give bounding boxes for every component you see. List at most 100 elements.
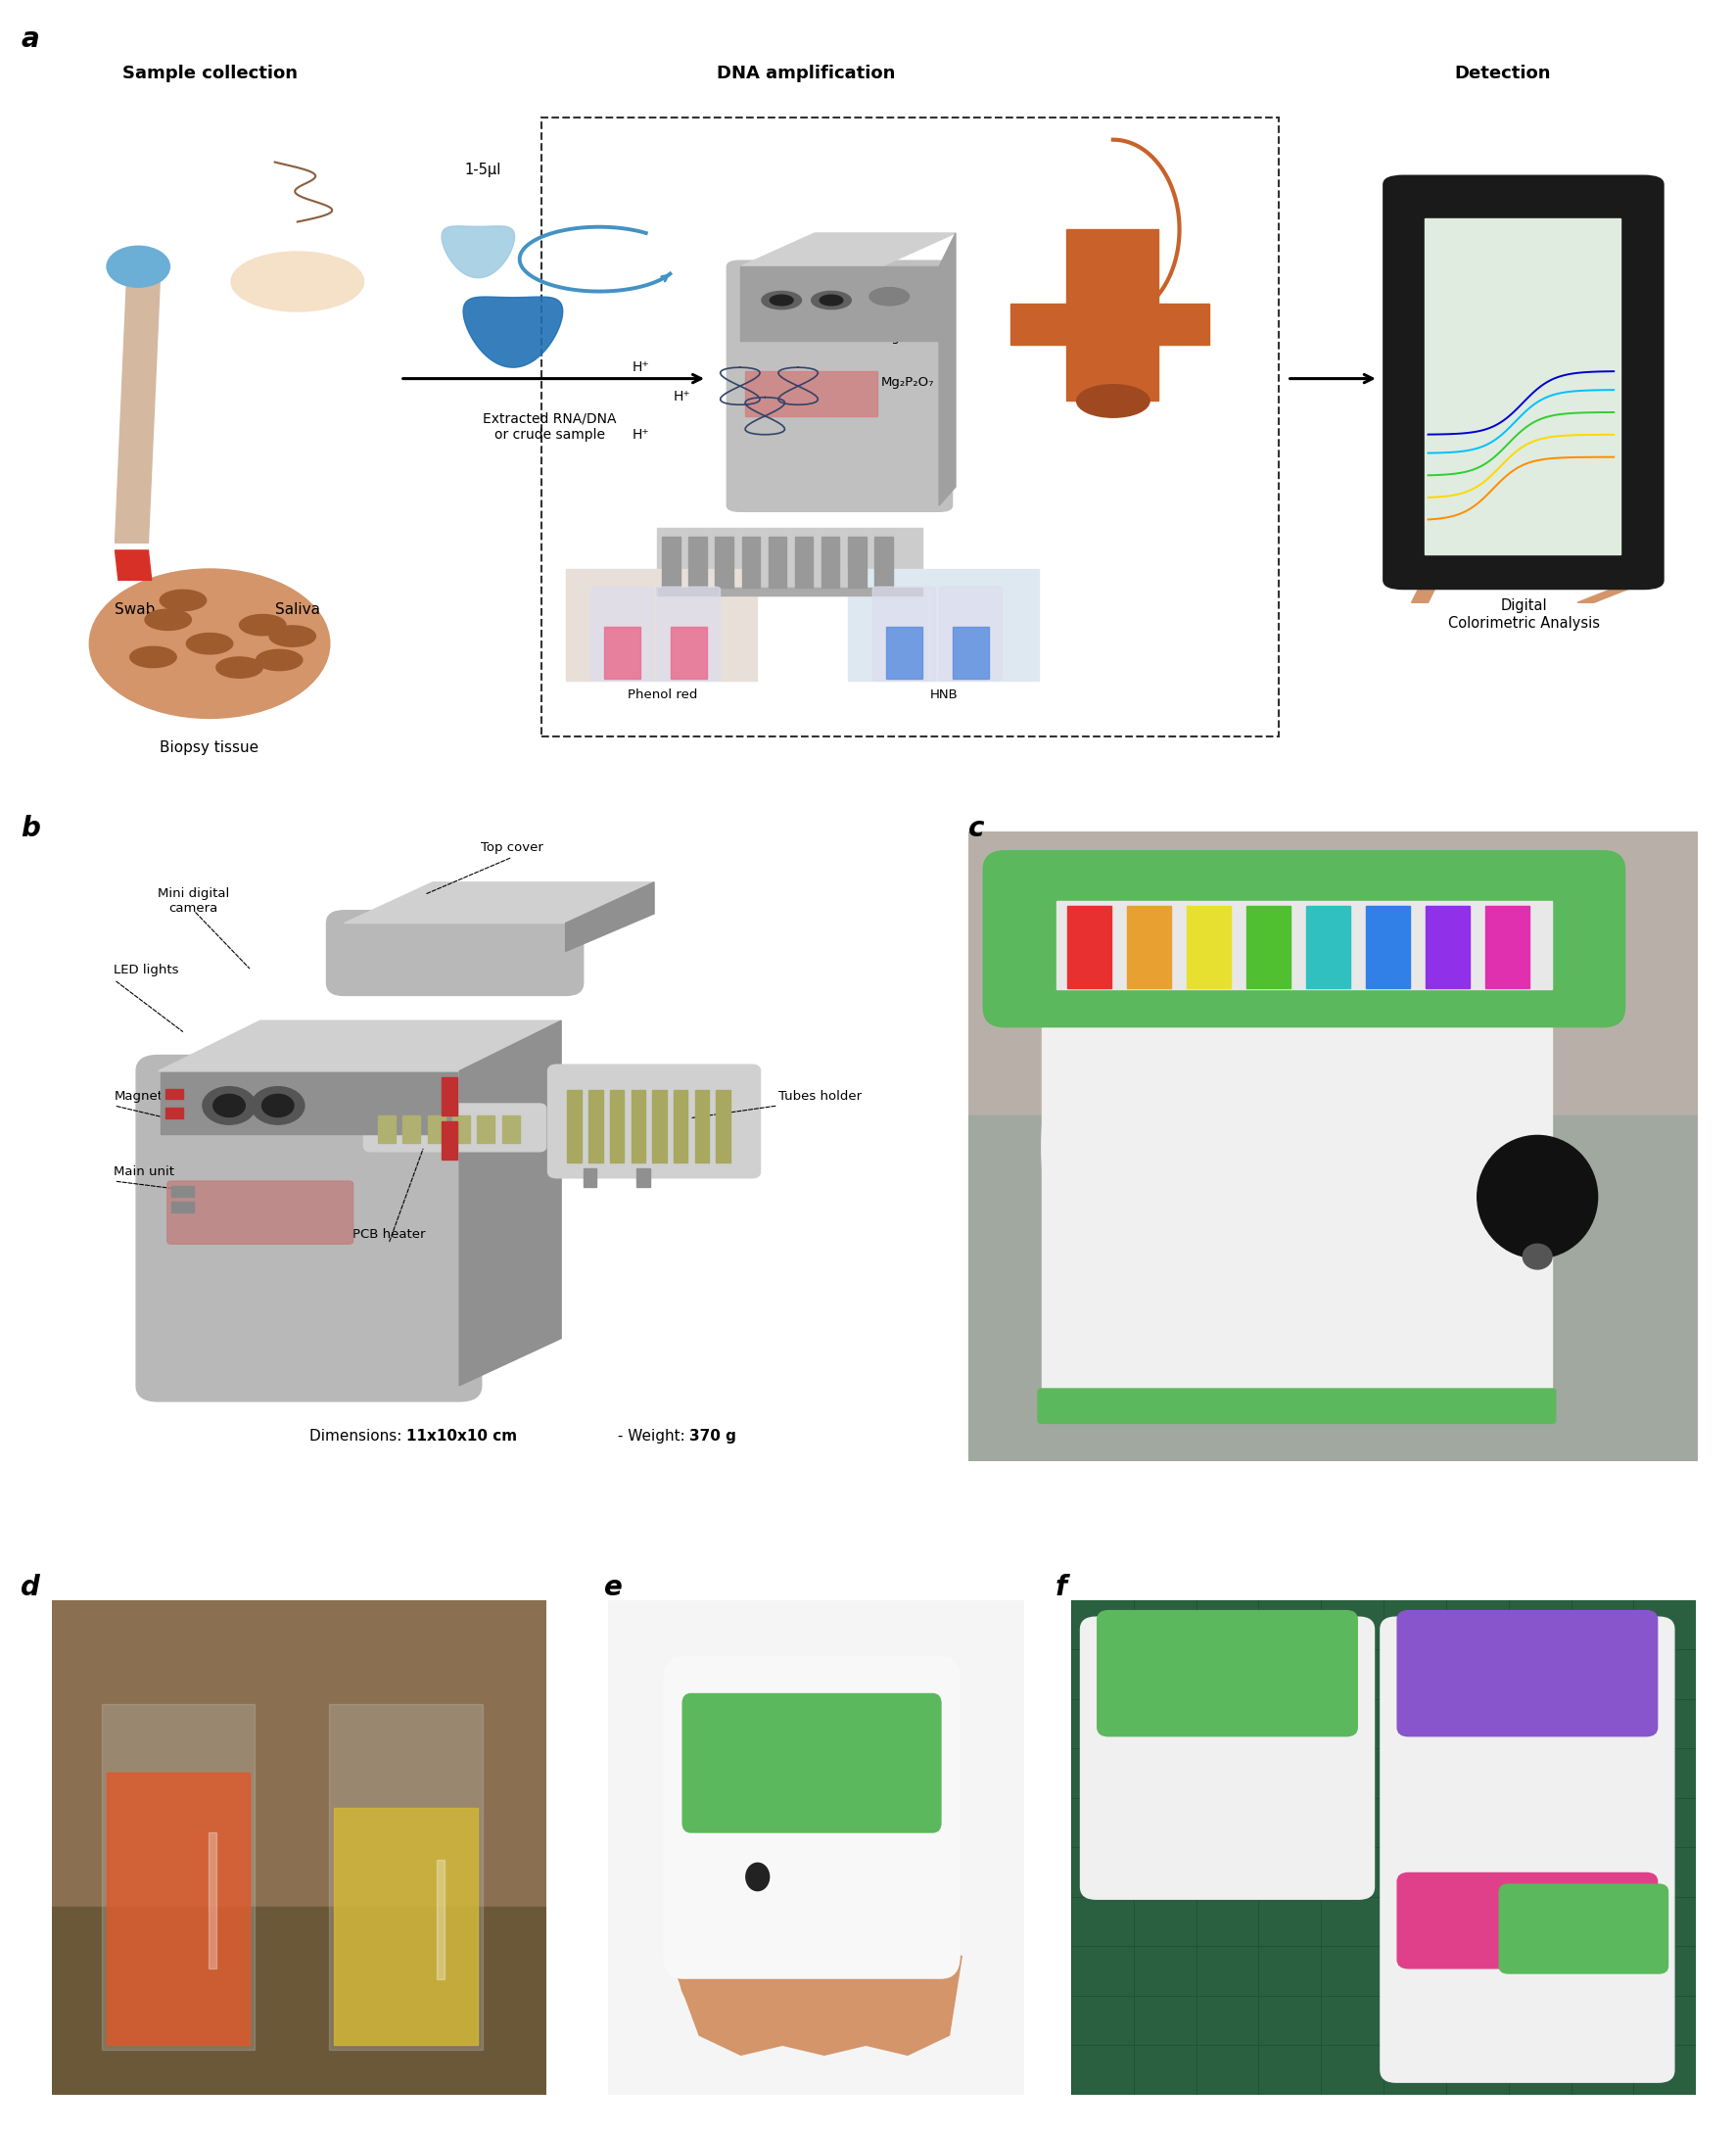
Bar xyxy=(583,1169,597,1188)
Text: Dimensions:: Dimensions: xyxy=(309,1429,406,1444)
Circle shape xyxy=(252,1086,304,1124)
Text: b: b xyxy=(21,815,40,843)
Bar xyxy=(1010,303,1210,346)
Bar xyxy=(403,1116,420,1143)
FancyBboxPatch shape xyxy=(1038,1389,1555,1423)
Circle shape xyxy=(240,614,286,636)
Bar xyxy=(689,538,707,587)
Circle shape xyxy=(144,610,191,629)
Bar xyxy=(604,627,641,678)
Bar xyxy=(847,570,1038,680)
Ellipse shape xyxy=(89,570,330,719)
Circle shape xyxy=(1076,384,1149,418)
Ellipse shape xyxy=(681,1920,951,2043)
FancyBboxPatch shape xyxy=(590,587,654,680)
Text: Mg₂P₂O₇: Mg₂P₂O₇ xyxy=(880,375,934,388)
Bar xyxy=(441,1077,458,1116)
Text: Mg₂P₂O₇: Mg₂P₂O₇ xyxy=(880,331,934,343)
Bar xyxy=(1066,230,1158,401)
Circle shape xyxy=(231,252,365,311)
Bar xyxy=(661,538,681,587)
Polygon shape xyxy=(158,1022,561,1071)
Bar xyxy=(694,1090,708,1162)
FancyBboxPatch shape xyxy=(365,1103,547,1152)
Bar xyxy=(1187,907,1231,988)
Bar xyxy=(165,1090,182,1098)
Text: Digital
Colorimetric Analysis: Digital Colorimetric Analysis xyxy=(1448,599,1601,631)
Bar xyxy=(658,527,922,595)
Ellipse shape xyxy=(108,245,170,288)
Circle shape xyxy=(262,1094,293,1118)
FancyBboxPatch shape xyxy=(135,1056,481,1401)
Text: 11x10x10 cm: 11x10x10 cm xyxy=(406,1429,517,1444)
Text: H⁺: H⁺ xyxy=(632,360,649,373)
Bar xyxy=(333,1807,477,2046)
Bar xyxy=(632,1090,646,1162)
Text: c: c xyxy=(969,815,984,843)
Bar xyxy=(330,1704,483,2050)
FancyBboxPatch shape xyxy=(682,1694,941,1832)
Bar xyxy=(101,1704,255,2050)
Bar xyxy=(1068,907,1111,988)
Bar xyxy=(378,1116,396,1143)
Circle shape xyxy=(214,1094,245,1118)
FancyBboxPatch shape xyxy=(663,1657,960,1977)
Polygon shape xyxy=(566,883,654,951)
Circle shape xyxy=(811,292,851,309)
Bar xyxy=(795,538,812,587)
Circle shape xyxy=(870,288,910,305)
Bar xyxy=(436,1860,444,1979)
Circle shape xyxy=(186,634,233,655)
Bar xyxy=(165,1109,182,1118)
Circle shape xyxy=(746,1862,769,1890)
Text: Mini digital
camera: Mini digital camera xyxy=(158,887,229,915)
Bar xyxy=(969,1116,1698,1461)
Bar xyxy=(1055,900,1552,990)
Text: HNB: HNB xyxy=(930,689,958,702)
Text: a: a xyxy=(21,26,40,53)
Bar xyxy=(769,538,786,587)
Circle shape xyxy=(130,646,177,668)
Text: Magnets: Magnets xyxy=(115,1090,170,1103)
FancyBboxPatch shape xyxy=(1384,175,1663,589)
Polygon shape xyxy=(464,296,562,367)
Bar xyxy=(745,371,878,416)
Text: Saliva: Saliva xyxy=(274,602,319,616)
Text: d: d xyxy=(21,1574,40,1602)
FancyBboxPatch shape xyxy=(326,911,583,996)
Bar xyxy=(52,1907,547,2095)
Bar xyxy=(566,570,757,680)
Bar xyxy=(172,1201,194,1212)
Text: Extracted RNA/DNA
or crude sample: Extracted RNA/DNA or crude sample xyxy=(483,412,616,442)
Text: H⁺: H⁺ xyxy=(632,427,649,442)
FancyBboxPatch shape xyxy=(549,1064,760,1177)
Text: f: f xyxy=(1055,1574,1068,1602)
Text: Tubes holder: Tubes holder xyxy=(778,1090,861,1103)
Polygon shape xyxy=(441,226,514,277)
Text: DNA amplification: DNA amplification xyxy=(717,66,896,83)
Bar xyxy=(1486,907,1529,988)
Text: e: e xyxy=(604,1574,623,1602)
FancyBboxPatch shape xyxy=(1500,1883,1668,1973)
Ellipse shape xyxy=(1477,1135,1597,1258)
FancyBboxPatch shape xyxy=(983,851,1625,1026)
Polygon shape xyxy=(1411,570,1444,602)
Bar xyxy=(637,1169,649,1188)
FancyBboxPatch shape xyxy=(1397,1873,1658,1969)
Polygon shape xyxy=(740,232,955,267)
Polygon shape xyxy=(344,883,654,924)
Text: Detection: Detection xyxy=(1455,66,1550,83)
Bar xyxy=(715,538,734,587)
Bar xyxy=(1042,932,1552,1410)
Text: 370 g: 370 g xyxy=(689,1429,736,1444)
Circle shape xyxy=(771,294,793,305)
Bar xyxy=(106,1773,250,2046)
Bar xyxy=(453,1116,470,1143)
Bar xyxy=(208,1832,217,1969)
Circle shape xyxy=(1522,1244,1552,1269)
Text: PCB heater: PCB heater xyxy=(352,1229,425,1241)
Bar xyxy=(568,1090,582,1162)
Bar xyxy=(427,1116,444,1143)
Bar xyxy=(953,627,990,678)
Bar xyxy=(653,1090,667,1162)
